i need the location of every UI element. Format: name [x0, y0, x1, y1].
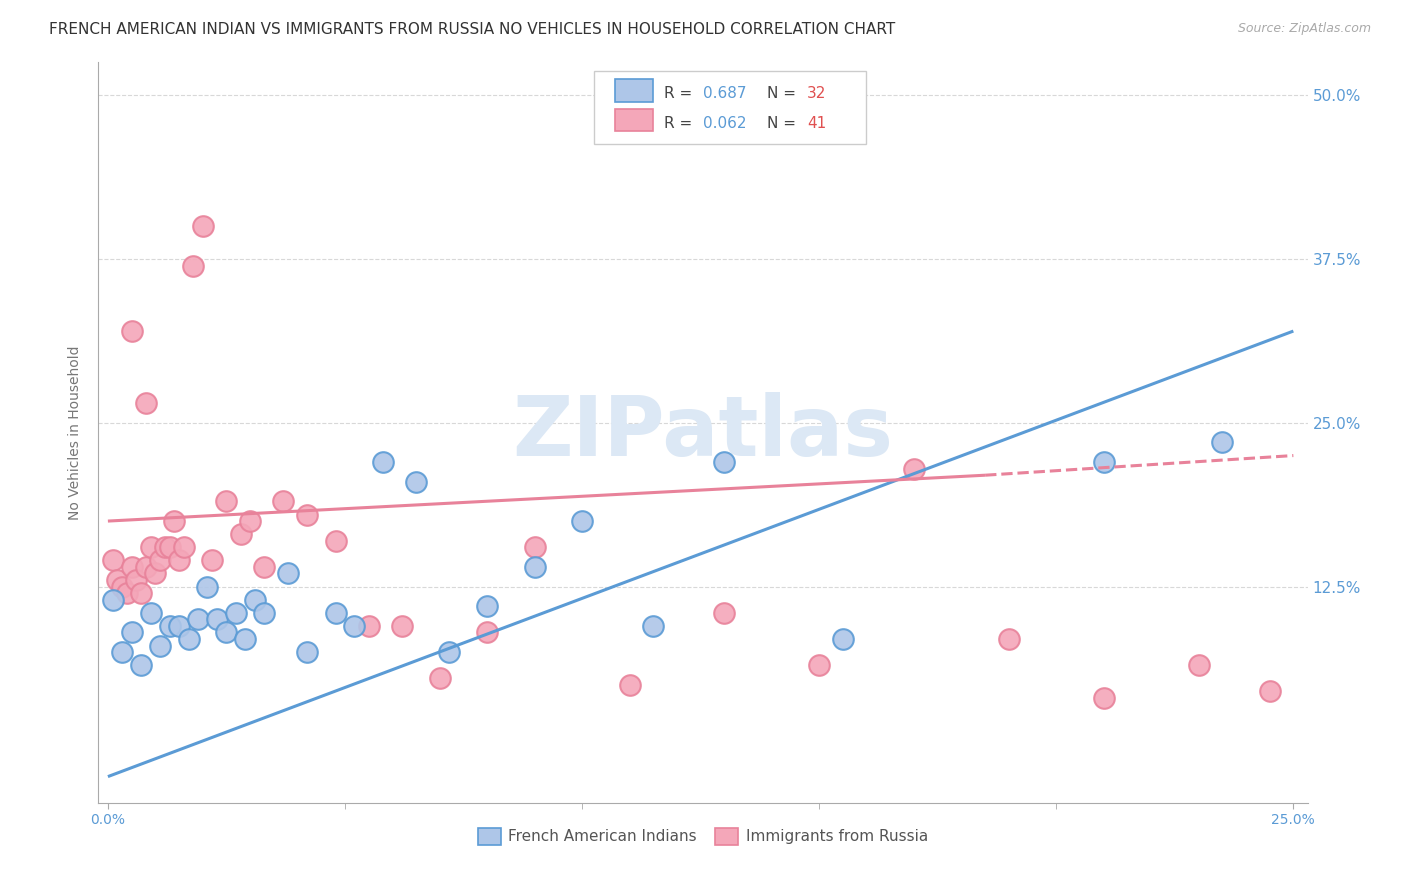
- Point: [713, 606, 735, 620]
- Text: R =: R =: [664, 116, 697, 130]
- Point: [215, 494, 238, 508]
- Point: [239, 514, 262, 528]
- Point: [571, 514, 593, 528]
- Text: R =: R =: [664, 86, 697, 101]
- Point: [115, 586, 138, 600]
- Text: ZIPatlas: ZIPatlas: [513, 392, 893, 473]
- Point: [111, 580, 134, 594]
- Point: [197, 580, 219, 594]
- Point: [177, 632, 200, 646]
- Y-axis label: No Vehicles in Household: No Vehicles in Household: [69, 345, 83, 520]
- FancyBboxPatch shape: [614, 79, 654, 102]
- Point: [1092, 455, 1115, 469]
- Point: [173, 541, 195, 555]
- Text: Source: ZipAtlas.com: Source: ZipAtlas.com: [1237, 22, 1371, 36]
- Point: [121, 625, 143, 640]
- Text: FRENCH AMERICAN INDIAN VS IMMIGRANTS FROM RUSSIA NO VEHICLES IN HOUSEHOLD CORREL: FRENCH AMERICAN INDIAN VS IMMIGRANTS FRO…: [49, 22, 896, 37]
- Point: [125, 573, 148, 587]
- Point: [121, 324, 143, 338]
- Point: [149, 639, 172, 653]
- Point: [167, 619, 190, 633]
- Point: [325, 606, 347, 620]
- Point: [713, 455, 735, 469]
- Point: [277, 566, 299, 581]
- Point: [477, 599, 499, 614]
- Point: [429, 671, 451, 685]
- Point: [163, 514, 186, 528]
- Point: [253, 560, 276, 574]
- Point: [153, 541, 176, 555]
- Point: [1211, 435, 1233, 450]
- Text: N =: N =: [768, 116, 801, 130]
- Point: [523, 560, 546, 574]
- Point: [105, 573, 128, 587]
- Point: [215, 625, 238, 640]
- Point: [129, 586, 152, 600]
- Point: [405, 475, 427, 489]
- Point: [273, 494, 295, 508]
- Point: [295, 645, 318, 659]
- Point: [121, 560, 143, 574]
- Point: [1258, 684, 1281, 698]
- Point: [1092, 690, 1115, 705]
- Point: [235, 632, 257, 646]
- FancyBboxPatch shape: [614, 109, 654, 131]
- Point: [229, 527, 252, 541]
- Text: 0.062: 0.062: [703, 116, 747, 130]
- Text: 0.687: 0.687: [703, 86, 747, 101]
- FancyBboxPatch shape: [595, 71, 866, 144]
- Point: [439, 645, 461, 659]
- Point: [253, 606, 276, 620]
- Point: [325, 533, 347, 548]
- Point: [101, 592, 124, 607]
- Point: [111, 645, 134, 659]
- Legend: French American Indians, Immigrants from Russia: French American Indians, Immigrants from…: [472, 822, 934, 851]
- Point: [1187, 658, 1209, 673]
- Point: [243, 592, 266, 607]
- Text: 41: 41: [807, 116, 827, 130]
- Point: [371, 455, 394, 469]
- Point: [139, 606, 162, 620]
- Point: [149, 553, 172, 567]
- Point: [295, 508, 318, 522]
- Point: [477, 625, 499, 640]
- Point: [139, 541, 162, 555]
- Point: [129, 658, 152, 673]
- Point: [523, 541, 546, 555]
- Point: [201, 553, 224, 567]
- Point: [135, 396, 157, 410]
- Text: 32: 32: [807, 86, 827, 101]
- Point: [167, 553, 190, 567]
- Point: [159, 541, 181, 555]
- Point: [357, 619, 380, 633]
- Point: [143, 566, 166, 581]
- Point: [225, 606, 247, 620]
- Point: [187, 612, 209, 626]
- Point: [643, 619, 665, 633]
- Point: [135, 560, 157, 574]
- Point: [101, 553, 124, 567]
- Point: [831, 632, 853, 646]
- Point: [181, 259, 204, 273]
- Point: [343, 619, 366, 633]
- Point: [903, 461, 925, 475]
- Text: N =: N =: [768, 86, 801, 101]
- Point: [159, 619, 181, 633]
- Point: [205, 612, 228, 626]
- Point: [808, 658, 831, 673]
- Point: [191, 219, 214, 234]
- Point: [998, 632, 1021, 646]
- Point: [619, 678, 641, 692]
- Point: [391, 619, 413, 633]
